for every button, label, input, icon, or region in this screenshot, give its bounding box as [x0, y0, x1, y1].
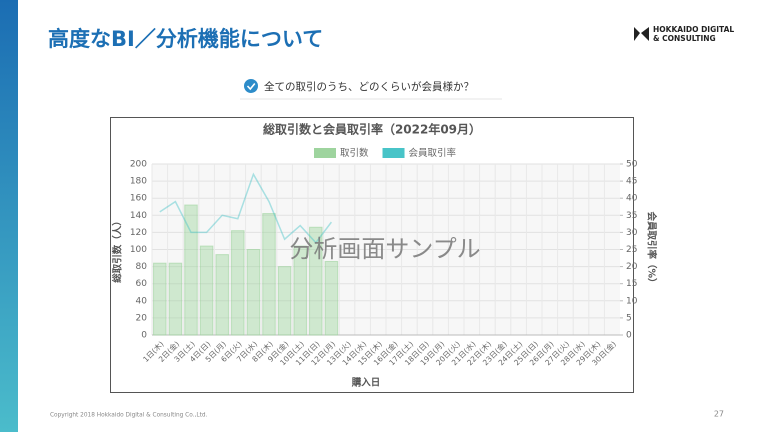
bar — [246, 249, 261, 336]
bar — [324, 260, 339, 336]
y-tick-label: 0 — [141, 331, 147, 341]
bar — [309, 226, 323, 336]
y-tick-label: 140 — [130, 211, 147, 221]
y-tick-label: 100 — [130, 245, 147, 255]
legend-label: 取引数 — [340, 147, 369, 159]
y2-tick-label: 45 — [626, 177, 637, 187]
y-tick-label: 160 — [130, 194, 147, 204]
logo-text: & CONSULTING — [653, 34, 716, 43]
y2-axis-title: 会員取引率（%） — [646, 211, 658, 287]
y2-tick-label: 0 — [626, 331, 632, 341]
y2-tick-label: 20 — [626, 262, 638, 272]
y-tick-label: 120 — [130, 228, 147, 238]
y2-tick-label: 25 — [626, 245, 637, 255]
y2-tick-label: 35 — [626, 211, 637, 221]
y-tick-label: 40 — [136, 296, 148, 306]
check-mark — [246, 82, 256, 91]
bar — [262, 213, 276, 336]
question: 全ての取引のうち、どのくらいが会員様か？ — [264, 80, 474, 93]
chart-title: 総取引数と会員取引率（2022年09月） — [263, 122, 481, 137]
bar — [153, 262, 167, 336]
logo: HOKKAIDO DIGITAL & CONSULTING — [634, 25, 734, 43]
side-stripe — [0, 0, 18, 432]
y-tick-label: 80 — [136, 262, 148, 272]
y2-tick-label: 15 — [626, 279, 637, 289]
bar — [277, 266, 292, 336]
y2-tick-label: 40 — [626, 194, 638, 204]
bar — [168, 262, 183, 336]
y2-tick-label: 10 — [626, 296, 638, 306]
legend-label: 会員取引率 — [409, 147, 457, 159]
copyright: Copyright 2018 Hokkaido Digital & Consul… — [50, 413, 208, 419]
y2-tick-label: 5 — [626, 313, 632, 323]
logo-text: HOKKAIDO DIGITAL — [653, 25, 734, 34]
page-number: 27 — [714, 410, 724, 419]
legend-swatch — [314, 148, 336, 158]
bar — [231, 230, 245, 336]
y-tick-label: 180 — [130, 177, 147, 187]
x-axis-title: 購入日 — [351, 377, 381, 389]
bar — [293, 245, 307, 336]
watermark: 分析画面サンプル — [289, 235, 480, 263]
y2-tick-label: 30 — [626, 228, 638, 238]
y2-tick-label: 50 — [626, 160, 638, 170]
legend-swatch — [382, 148, 405, 158]
logo-icon — [634, 27, 649, 41]
bar — [215, 254, 229, 336]
bar — [199, 245, 214, 336]
bar — [184, 204, 198, 336]
y-tick-label: 60 — [136, 279, 148, 289]
slide-title: 高度なBI／分析機能について — [48, 27, 323, 51]
y-tick-label: 20 — [136, 313, 148, 323]
check-icon — [244, 79, 258, 93]
line — [159, 172, 332, 244]
y-tick-label: 200 — [130, 160, 147, 170]
y-axis-title: 総取引数（人） — [112, 216, 124, 283]
